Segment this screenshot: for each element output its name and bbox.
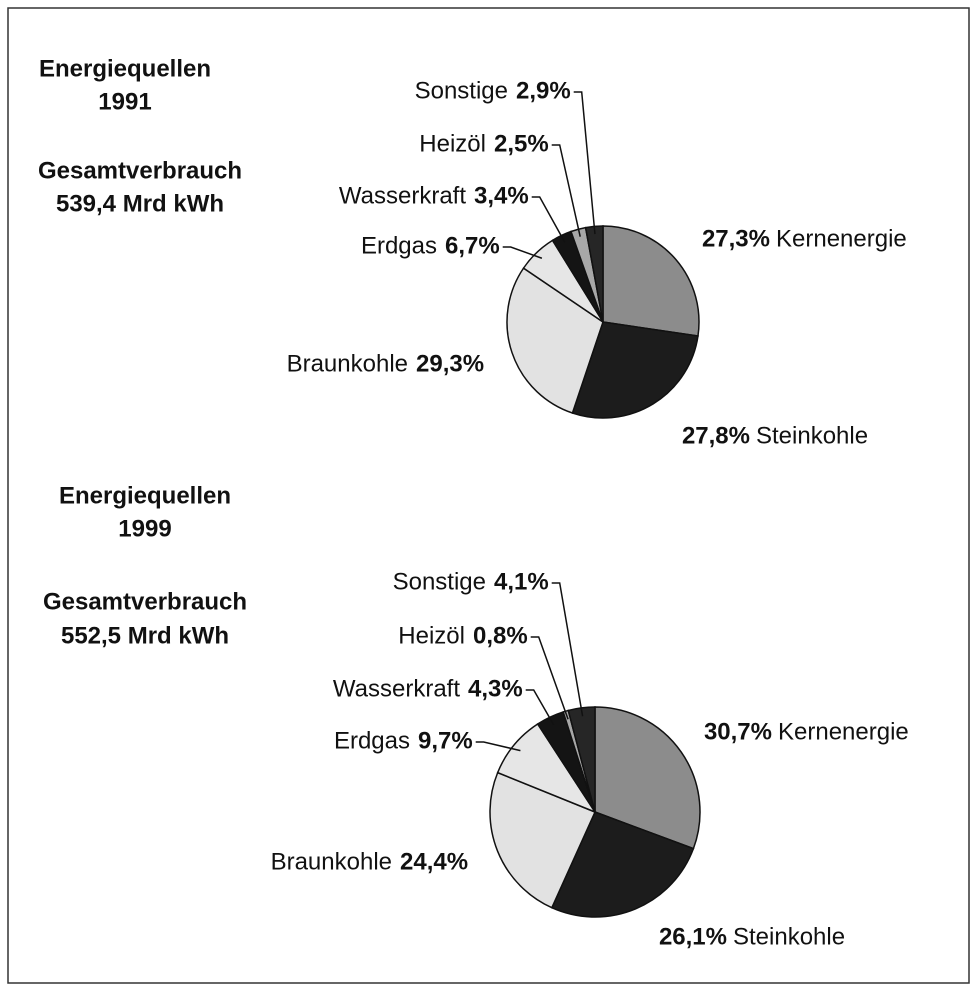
value-label: 2,5% <box>494 130 549 157</box>
value-label: 3,4% <box>474 182 529 209</box>
value-label: 4,1% <box>494 568 549 595</box>
annotation: 552,5 Mrd kWh <box>61 622 229 649</box>
value-label: 29,3% <box>416 350 484 377</box>
value-label: 24,4% <box>400 848 468 875</box>
annotation: Gesamtverbrauch <box>38 157 242 184</box>
value-label: 9,7% <box>418 727 473 754</box>
value-label: 30,7% <box>704 718 772 745</box>
slice-label: Sonstige <box>393 568 486 595</box>
slice-label: Braunkohle <box>287 350 408 377</box>
leader-line <box>551 144 581 237</box>
slice-label: Kernenergie <box>776 225 907 252</box>
slice-label: Sonstige <box>415 77 508 104</box>
slice-label: Erdgas <box>334 727 410 754</box>
pie-slice <box>550 811 695 918</box>
value-label: 4,3% <box>468 675 523 702</box>
pie-slice <box>594 706 701 850</box>
leader-line <box>531 196 566 243</box>
slice-label: Braunkohle <box>271 848 392 875</box>
leader-line <box>573 91 596 235</box>
leader-line <box>551 582 584 717</box>
leader-line <box>525 689 555 726</box>
leader-line <box>530 636 569 720</box>
pie-slice <box>506 267 604 414</box>
slice-label: Steinkohle <box>733 923 845 950</box>
chart-title: Energiequellen <box>39 55 211 82</box>
slice-label: Heizöl <box>398 622 465 649</box>
pie-slice <box>602 225 700 337</box>
leader-line <box>475 741 521 752</box>
chart-title: 1999 <box>118 515 171 542</box>
chart-title: Energiequellen <box>59 482 231 509</box>
pie-slice <box>571 321 699 419</box>
pie-slice <box>489 771 597 909</box>
slice-label: Wasserkraft <box>339 182 466 209</box>
leader-line <box>502 246 543 259</box>
slice-label: Wasserkraft <box>333 675 460 702</box>
value-label: 27,8% <box>682 422 750 449</box>
annotation: 539,4 Mrd kWh <box>56 190 224 217</box>
frame <box>7 7 970 984</box>
chart-title: 1991 <box>98 88 151 115</box>
slice-label: Kernenergie <box>778 718 909 745</box>
slice-label: Heizöl <box>419 130 486 157</box>
value-label: 0,8% <box>473 622 528 649</box>
value-label: 26,1% <box>659 923 727 950</box>
annotation: Gesamtverbrauch <box>43 588 247 615</box>
value-label: 6,7% <box>445 232 500 259</box>
slice-label: Steinkohle <box>756 422 868 449</box>
slice-label: Erdgas <box>361 232 437 259</box>
value-label: 27,3% <box>702 225 770 252</box>
value-label: 2,9% <box>516 77 571 104</box>
